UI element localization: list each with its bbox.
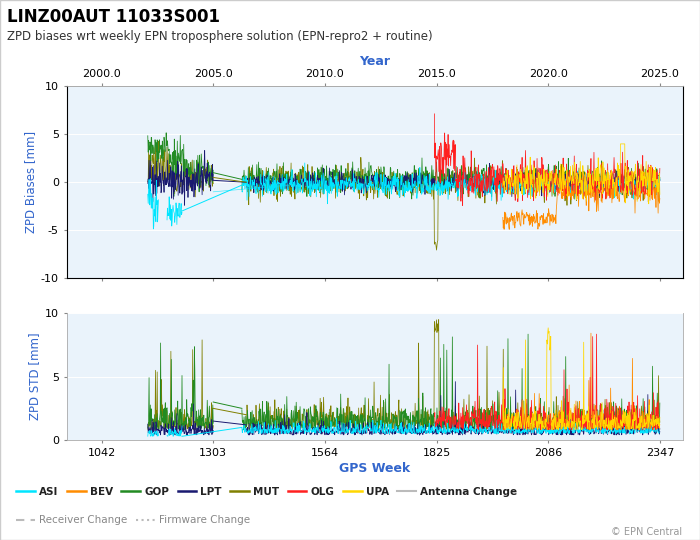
Text: LINZ00AUT 11033S001: LINZ00AUT 11033S001 xyxy=(7,8,220,26)
Legend: ASI, BEV, GOP, LPT, MUT, OLG, UPA, Antenna Change: ASI, BEV, GOP, LPT, MUT, OLG, UPA, Anten… xyxy=(12,483,522,501)
X-axis label: Year: Year xyxy=(359,55,390,68)
Y-axis label: ZPD Biases [mm]: ZPD Biases [mm] xyxy=(24,131,36,233)
Text: ZPD biases wrt weekly EPN troposphere solution (EPN-repro2 + routine): ZPD biases wrt weekly EPN troposphere so… xyxy=(7,30,433,43)
X-axis label: GPS Week: GPS Week xyxy=(339,462,410,475)
Text: © EPN Central: © EPN Central xyxy=(611,527,682,537)
Legend: Receiver Change, Firmware Change: Receiver Change, Firmware Change xyxy=(12,511,254,529)
Y-axis label: ZPD STD [mm]: ZPD STD [mm] xyxy=(28,333,41,421)
